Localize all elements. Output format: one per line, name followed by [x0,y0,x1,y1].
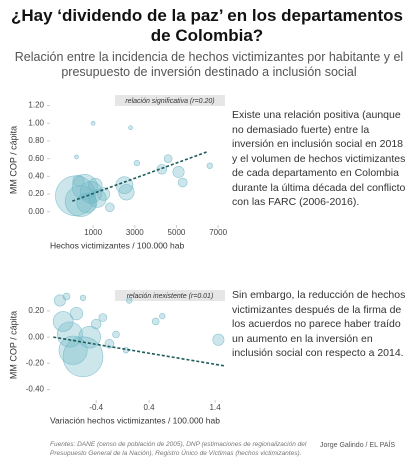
bubble [104,338,115,349]
y-tick-label: 1.00 [28,118,44,127]
bubble [56,321,83,348]
bubble [118,184,135,201]
y-tick-label: 0.00 [28,207,44,216]
bubble [172,165,185,178]
bubble [98,313,108,322]
y-tick-label: 0.60 [28,154,44,163]
bubble [128,125,133,131]
x-tick-label: 1.4 [210,403,222,412]
x-tick-label: 1000 [84,228,102,237]
paragraph: Existe una relación positiva (aunque no … [232,109,406,208]
title: ¿Hay ‘dividendo de la paz’ en los depart… [10,6,404,45]
annotation-box [115,290,225,301]
paragraph: Sin embargo, la reducción de hechos vict… [232,289,406,359]
bubble [91,318,102,330]
x-tick-label: 0.4 [143,403,155,412]
bubble [62,336,104,378]
bubble [112,330,120,339]
bubble [69,306,84,321]
bubble [206,162,213,169]
bubble [151,317,160,326]
bubble [79,294,87,301]
y-tick-label: 0.00 [28,332,44,341]
x-tick-label: -0.4 [89,403,103,412]
bubble [71,174,98,200]
bubble [133,159,141,167]
bubble [177,177,188,188]
y-tick-label: -0.20 [26,358,45,367]
trend-line [72,150,208,202]
bubble [163,154,173,163]
bubble [156,164,168,175]
x-tick-label: 7000 [209,228,227,237]
y-tick-label: 0.40 [28,171,44,180]
y-tick-label: 1.20 [28,101,44,110]
y-tick-label: 0.20 [28,189,44,198]
source: Fuentes: DANE (censo de población de 200… [50,441,307,457]
bubble [96,187,111,201]
y-axis-label: MM COP / cápita [8,126,18,194]
credit: Jorge Galindo / EL PAÍS [320,442,396,449]
bubble [105,202,115,213]
bubble [159,313,166,320]
annotation: relación significativa (r=0.20) [125,98,214,105]
subtitle: Relación entre la incidencia de hechos v… [14,50,404,79]
annotation-box [115,95,225,106]
y-tick-label: 0.20 [28,306,44,315]
bubble [52,311,74,332]
x-axis-label: Hechos victimizantes / 100.000 hab [50,240,184,250]
y-tick-label: -0.40 [26,385,45,394]
bubble [90,120,96,126]
bubble [53,294,66,307]
x-tick-label: 3000 [126,228,144,237]
bubble [62,292,71,301]
trend-line [53,336,226,367]
bubble [72,174,85,187]
bubble [74,154,79,160]
bubble [212,333,225,346]
bubble [87,177,103,193]
annotation: relación inexistente (r=0.01) [127,293,214,300]
y-axis-label: MM COP / cápita [8,311,18,379]
bubble [78,325,101,349]
x-axis-label: Variación hechos victimizantes / 100.000… [50,415,220,425]
y-tick-label: 0.80 [28,136,44,145]
bubble [64,185,97,217]
x-tick-label: 5000 [168,228,186,237]
bubble [126,297,133,304]
